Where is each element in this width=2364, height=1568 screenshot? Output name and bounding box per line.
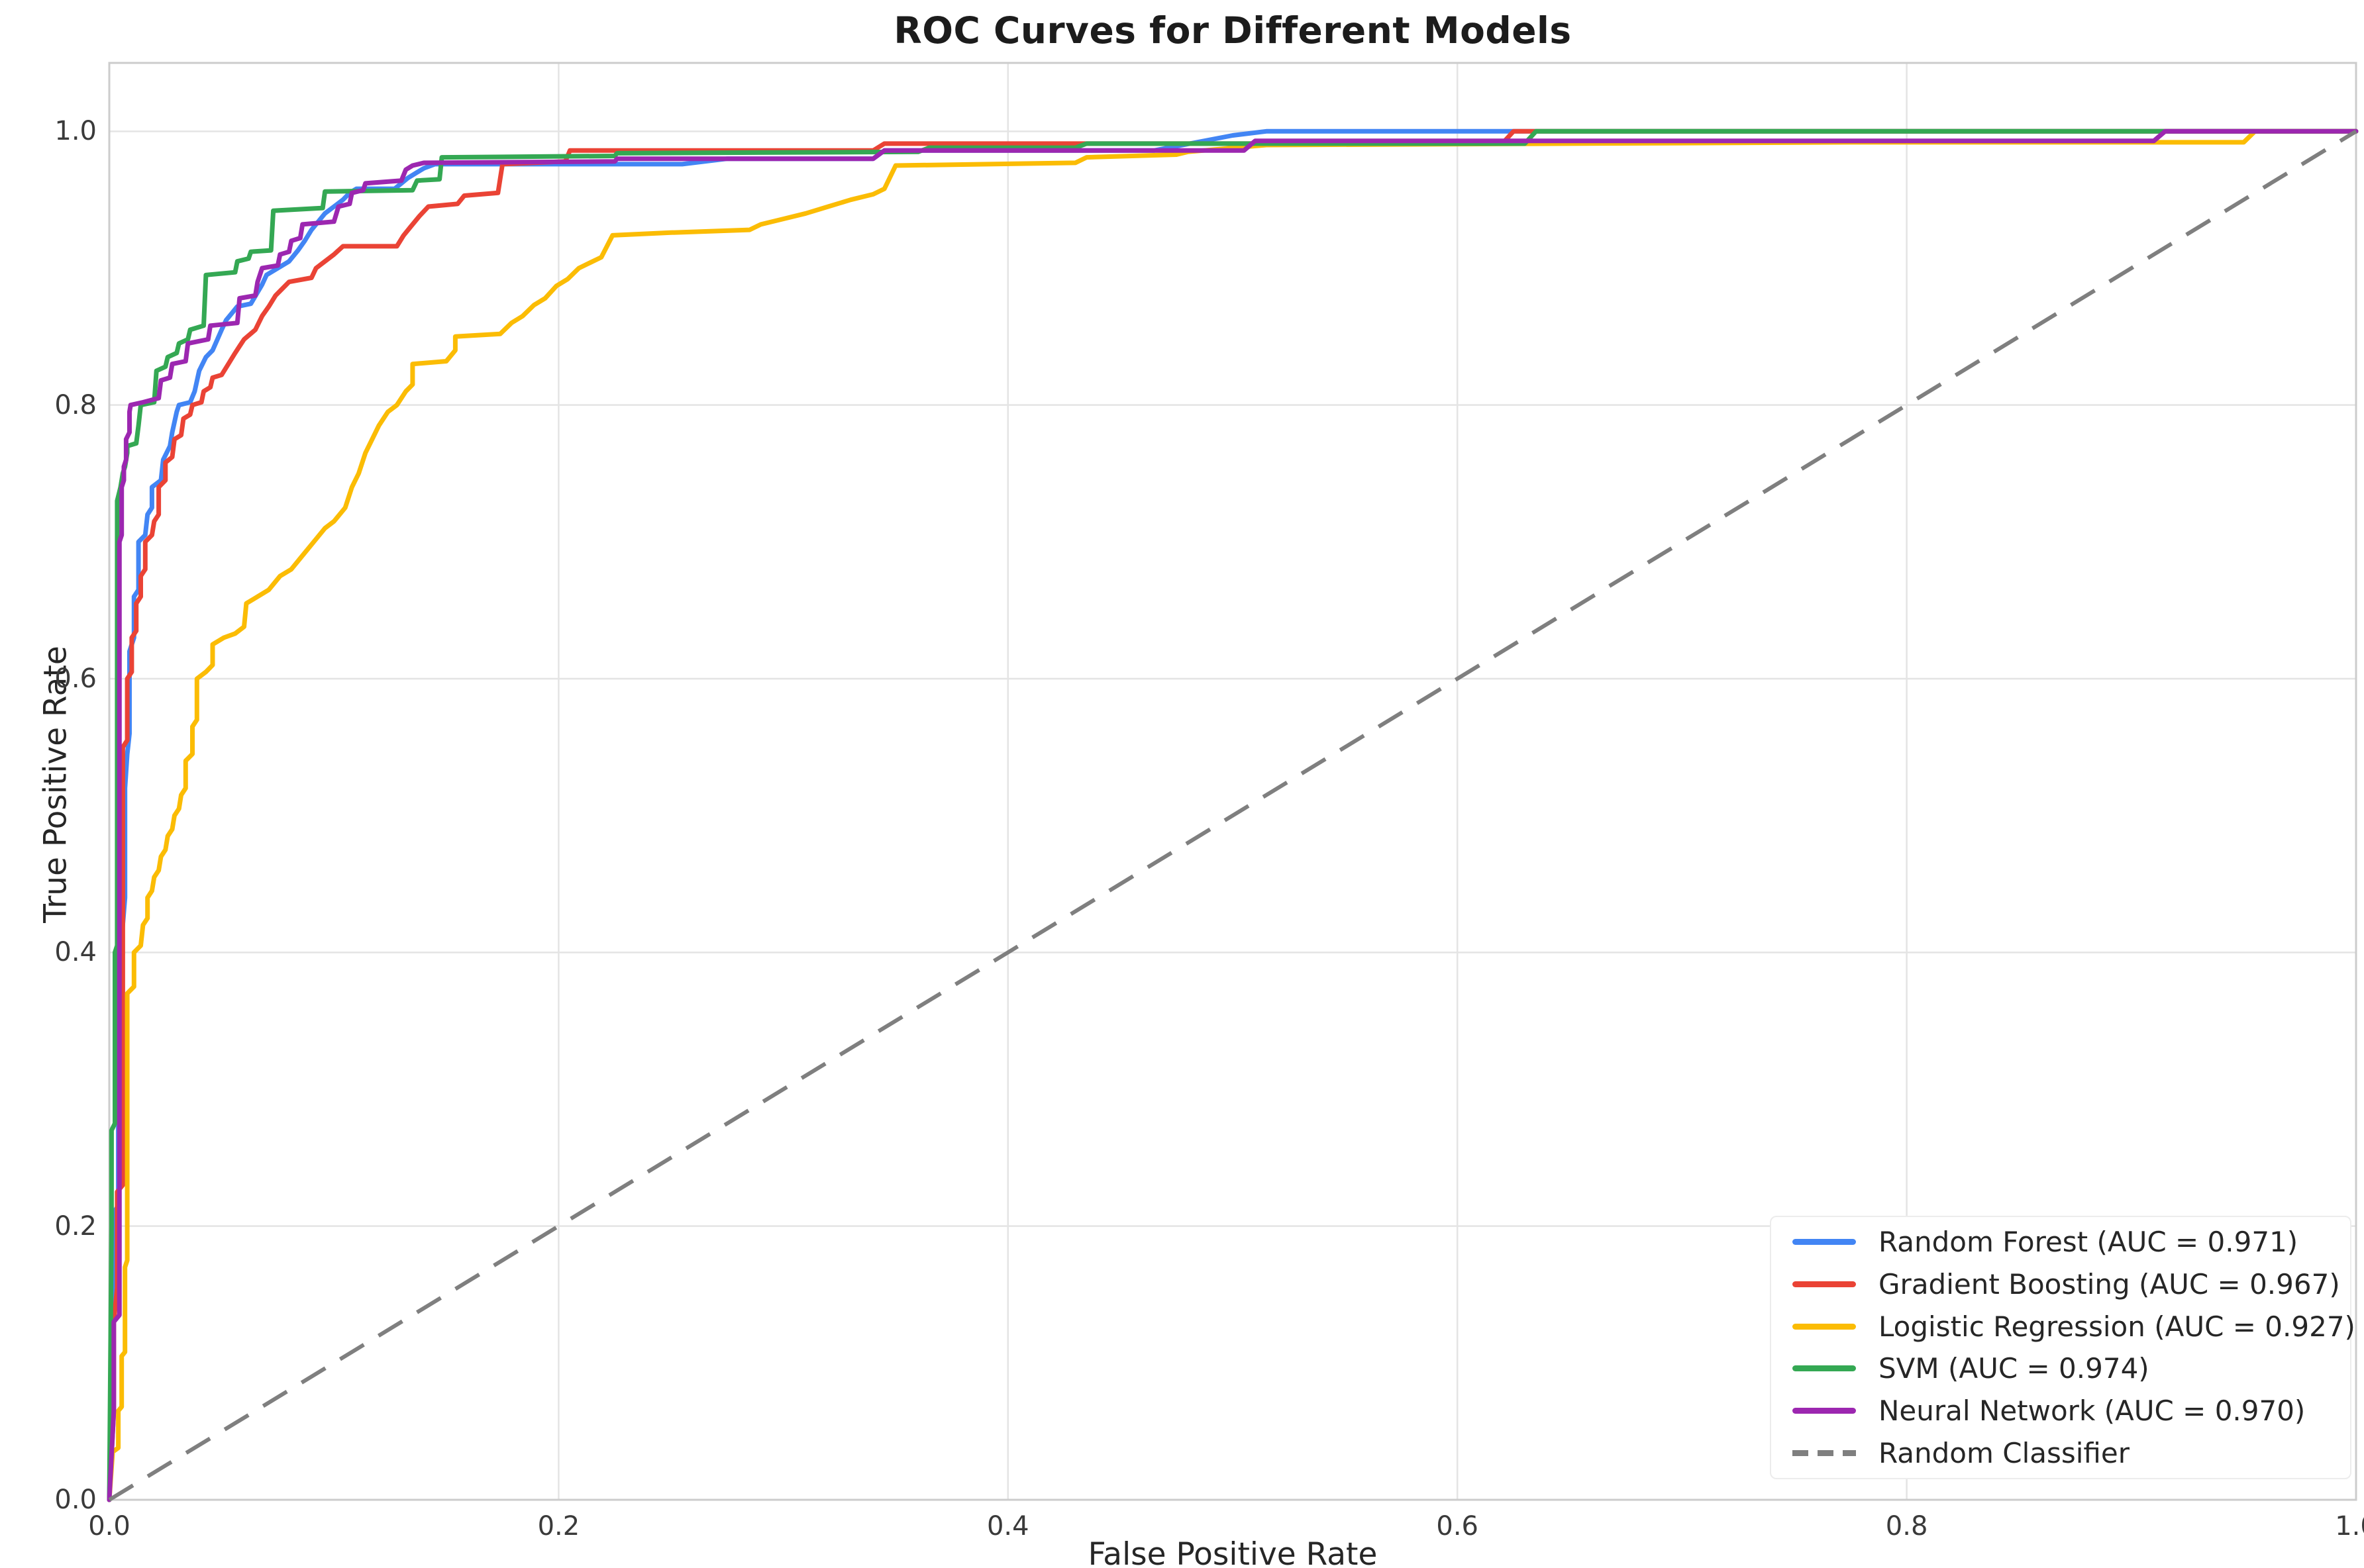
x-tick-label-0.2: 0.2 [537,1511,580,1542]
legend-item-gradient-boosting-auc-0-967-: Gradient Boosting (AUC = 0.967) [1771,1268,2350,1300]
legend-line-swatch [1792,1449,1856,1456]
x-tick-label-0.8: 0.8 [1885,1511,1928,1542]
legend-line-swatch [1792,1281,1856,1287]
legend: Random Forest (AUC = 0.971) Gradient Boos… [1770,1216,2355,1479]
legend-label: SVM (AUC = 0.974) [1878,1352,2149,1385]
roc-curve-logistic-regression [107,128,2359,1502]
legend-item-logistic-regression-auc-0-927-: Logistic Regression (AUC = 0.927) [1771,1310,2355,1343]
legend-item-neural-network-auc-0-970-: Neural Network (AUC = 0.970) [1771,1395,2350,1427]
y-tick-label-0.4: 0.4 [54,937,97,968]
y-tick-label-0.0: 0.0 [54,1485,97,1515]
legend-label: Neural Network (AUC = 0.970) [1878,1394,2306,1427]
y-axis-label: True Positive Rate [37,646,74,923]
legend-line-swatch [1792,1407,1856,1414]
legend-item-random-classifier: Random Classifier [1771,1437,2350,1469]
legend-line-swatch [1792,1365,1856,1372]
x-tick-label-0.0: 0.0 [88,1511,130,1542]
x-axis-label: False Positive Rate [1088,1536,1378,1568]
y-tick-label-1.0: 1.0 [54,116,97,147]
y-tick-label-0.2: 0.2 [54,1210,97,1242]
x-tick-label-1.0: 1.0 [2335,1511,2364,1542]
axes-spines [108,62,2357,1501]
legend-label: Random Forest (AUC = 0.971) [1878,1226,2298,1259]
y-tick-label-0.6: 0.6 [54,663,97,694]
chart-title: ROC Curves for Different Models [894,9,1572,52]
legend-label: Gradient Boosting (AUC = 0.967) [1878,1267,2340,1300]
roc-curve-neural-network [107,128,2359,1502]
legend-label: Logistic Regression (AUC = 0.927) [1878,1310,2355,1343]
random-classifier-line [108,129,2357,1502]
x-tick-label-0.6: 0.6 [1436,1511,1478,1542]
legend-item-random-forest-auc-0-971-: Random Forest (AUC = 0.971) [1771,1226,2350,1258]
legend-item-svm-auc-0-974-: SVM (AUC = 0.974) [1771,1352,2350,1385]
x-tick-label-0.4: 0.4 [986,1511,1029,1542]
legend-line-swatch [1792,1323,1856,1330]
legend-label: Random Classifier [1878,1436,2130,1469]
legend-line-swatch [1792,1239,1856,1246]
y-tick-label-0.8: 0.8 [54,389,97,420]
roc-curve-gradient-boosting [107,128,2359,1502]
